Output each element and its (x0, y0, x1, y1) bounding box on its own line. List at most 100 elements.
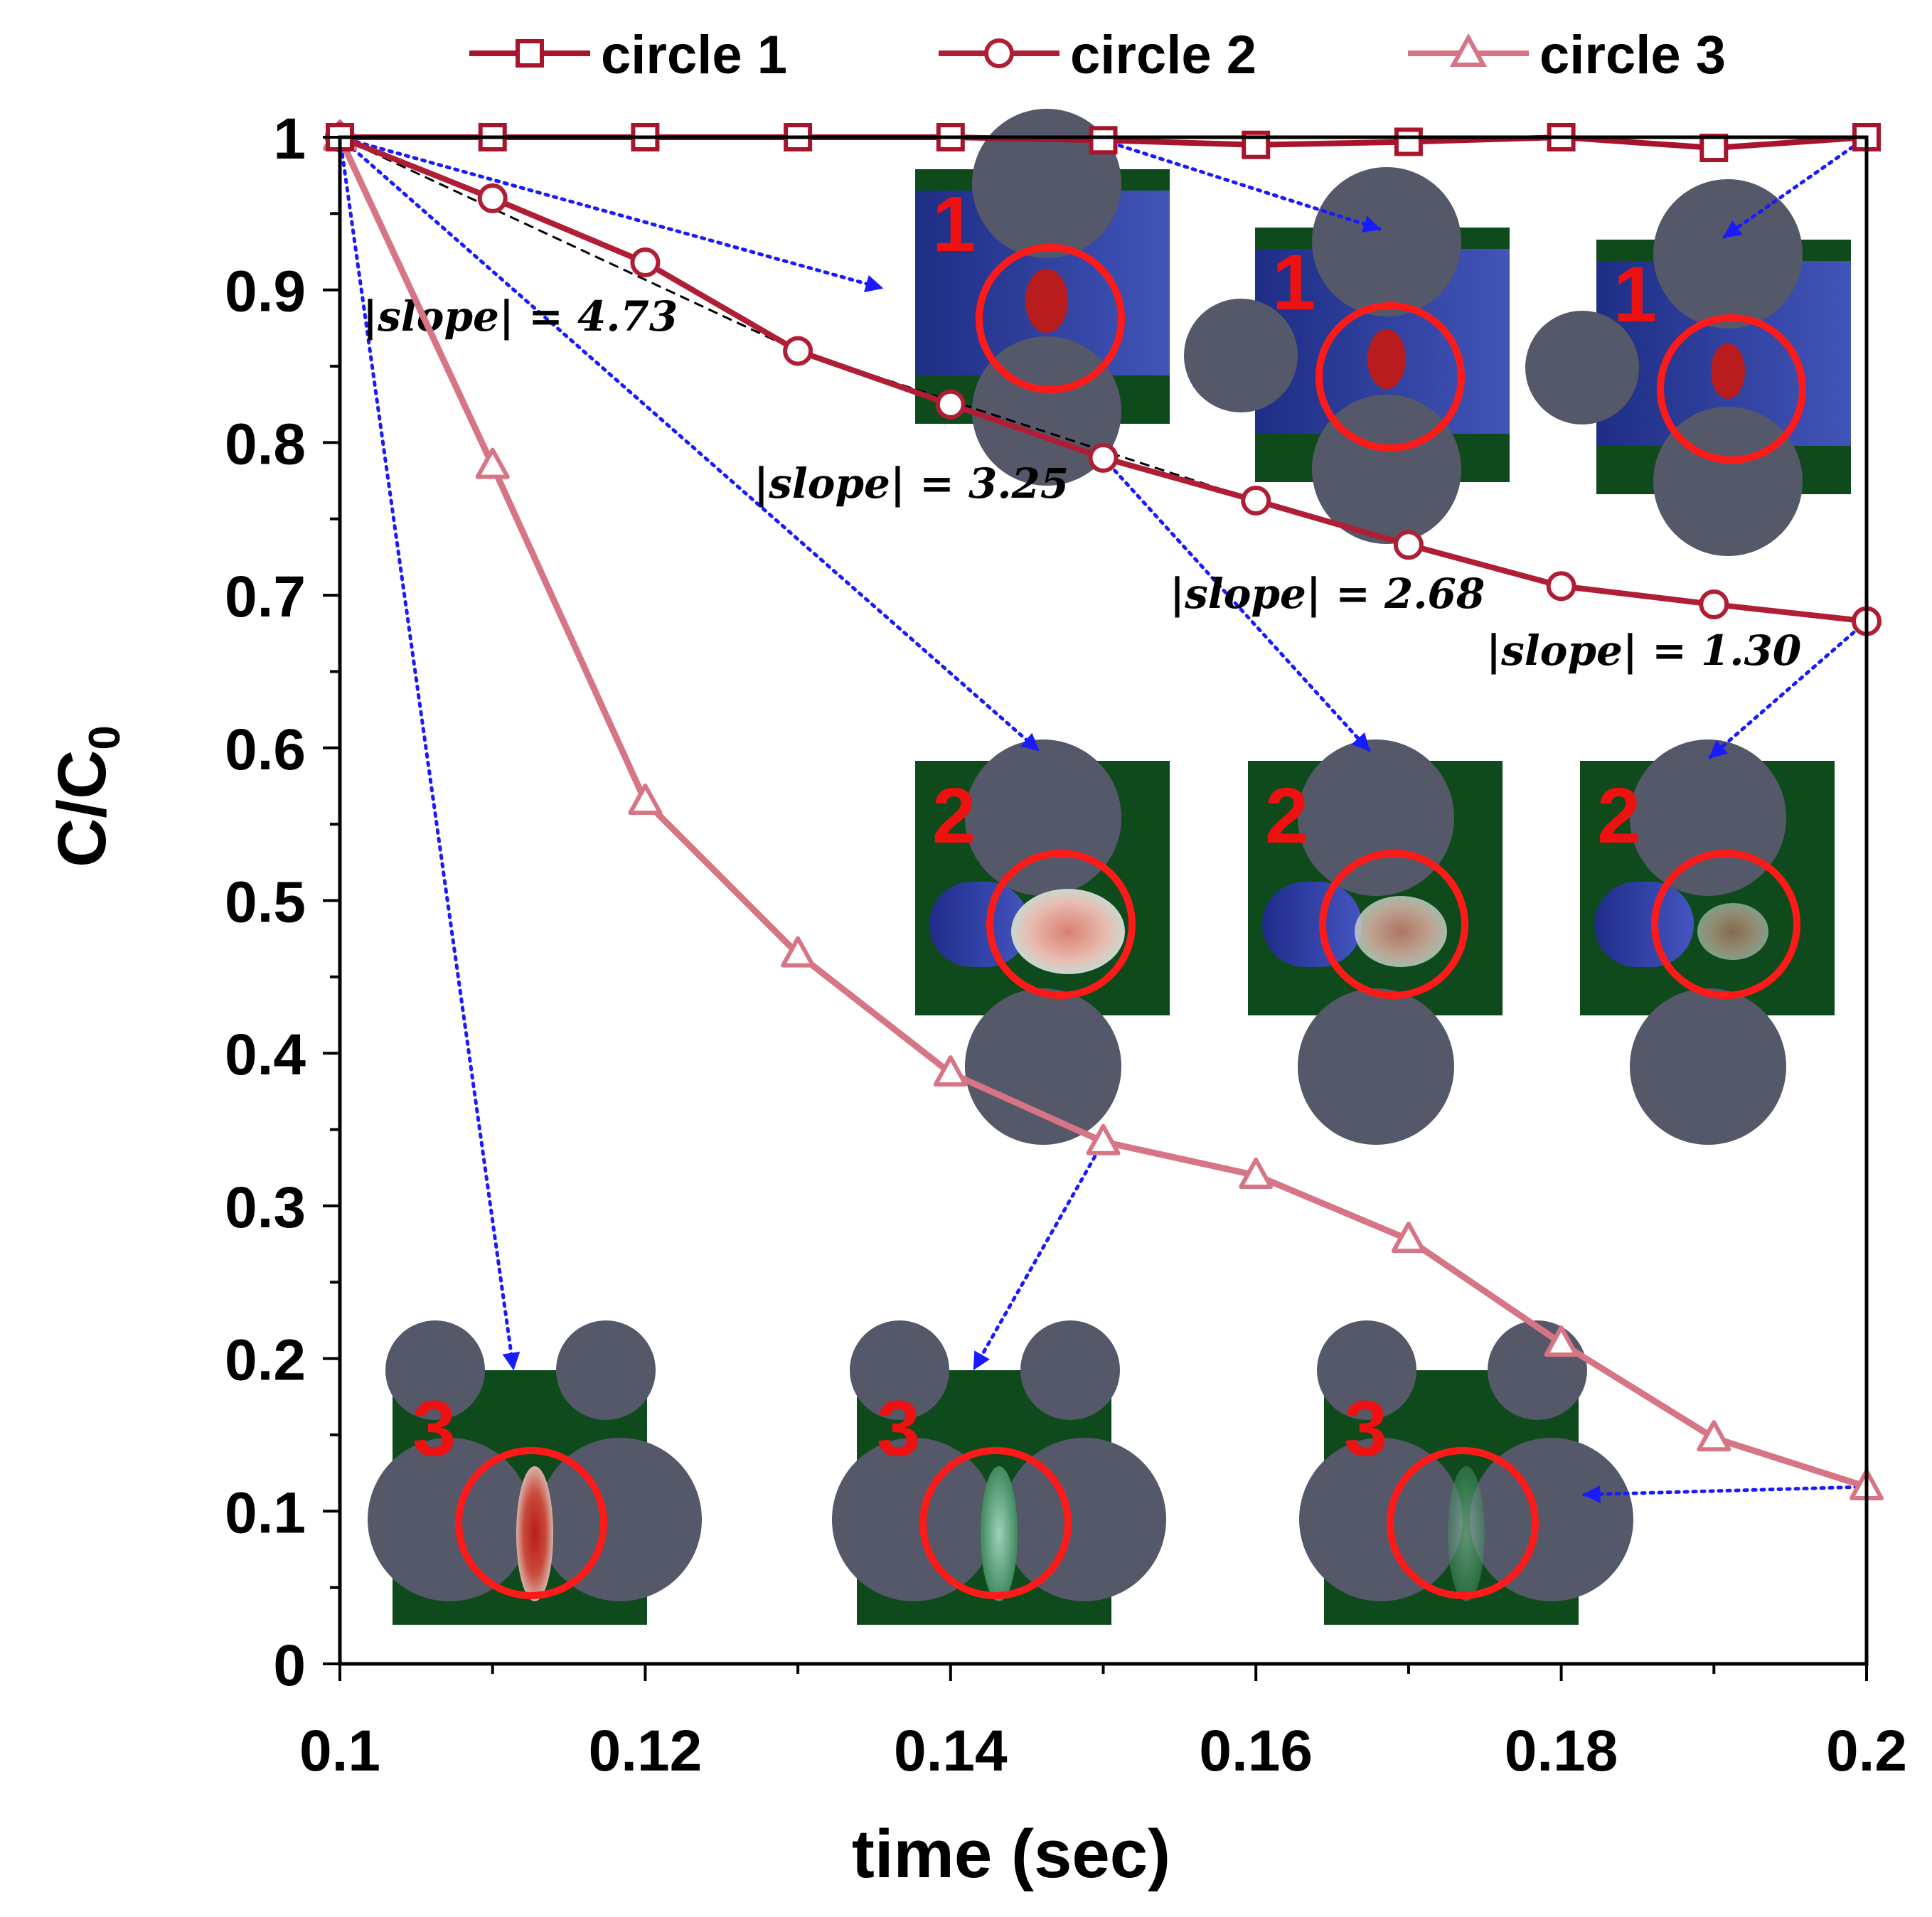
inset-number-label: 1 (932, 181, 976, 268)
pointer-arrow-5 (1101, 456, 1371, 752)
inset-number-label: 2 (932, 772, 976, 860)
inset-grain (965, 988, 1121, 1145)
inset-throat-tracer (516, 1466, 553, 1601)
inset-grain (1630, 988, 1786, 1145)
inset-number-label: 3 (877, 1385, 920, 1473)
legend-label: circle 2 (1070, 25, 1256, 85)
inset-grain (1298, 988, 1454, 1145)
inset-highlight-circle (1315, 302, 1465, 452)
legend-label: circle 3 (1539, 25, 1726, 85)
inset-pink-tracer (1355, 896, 1447, 967)
inset-number-label: 1 (1272, 239, 1315, 326)
y-tick-label: 0 (273, 1633, 306, 1698)
y-tick-label: 1 (273, 107, 306, 171)
legend-marker-circle (984, 38, 1014, 68)
series-circle-2 (325, 122, 1882, 636)
pointer-arrow-3 (1722, 135, 1869, 239)
inset-pointer-arrows (338, 135, 1869, 1503)
y-tick-label: 0.4 (225, 1022, 306, 1087)
data-point-triangle (1086, 1123, 1121, 1155)
data-point-triangle (1239, 1157, 1274, 1189)
x-tick-label: 0.16 (1199, 1719, 1313, 1783)
inset-grain (368, 1438, 531, 1601)
inset-grain (1003, 1438, 1166, 1601)
data-point-triangle (1697, 1420, 1731, 1452)
inset-grain (1317, 1320, 1416, 1420)
data-point-triangle (1544, 1325, 1579, 1357)
inset-8: 3 (832, 1320, 1166, 1625)
y-tick-label: 0.7 (225, 565, 306, 629)
inset-grain (1488, 1320, 1587, 1420)
slope-label-3: |slope| = 2.68 (1170, 570, 1485, 618)
y-axis-title-subscript: 0 (80, 725, 129, 749)
simulation-insets: 1 1 1 2 2 2 3 3 3 (368, 109, 1851, 1625)
inset-grain (538, 1438, 702, 1601)
inset-grain (1184, 299, 1298, 412)
data-point-circle (1088, 442, 1119, 473)
y-tick-label: 0.6 (225, 717, 306, 782)
inset-grain (1312, 167, 1461, 316)
inset-throat-tracer (981, 1466, 1018, 1601)
data-point-square (1394, 127, 1423, 156)
inset-grain (1299, 1438, 1463, 1601)
y-axis-title: C/C0 (44, 725, 129, 867)
inset-pink-tracer (1697, 903, 1768, 960)
inset-5: 2 (1248, 739, 1503, 1145)
data-point-square (1699, 134, 1729, 163)
inset-grain (556, 1320, 656, 1420)
inset-grain (1298, 739, 1454, 896)
inset-highlight-circle (1319, 850, 1468, 999)
x-tick-label: 0.14 (894, 1719, 1008, 1783)
x-axis-title: time (sec) (852, 1816, 1170, 1892)
data-point-triangle (475, 447, 510, 479)
data-point-circle (1393, 530, 1424, 560)
legend-item-1: circle 1 (469, 25, 787, 85)
pointer-arrow-1 (338, 135, 884, 293)
y-tick-label: 0.8 (225, 412, 306, 476)
data-point-circle (935, 389, 966, 420)
inset-blue-tracer (1594, 882, 1694, 967)
inset-grain (385, 1320, 485, 1420)
y-tick-label: 0.1 (225, 1480, 306, 1545)
x-tick-label: 0.12 (589, 1719, 703, 1783)
data-point-circle (783, 336, 813, 366)
data-point-triangle (628, 783, 663, 815)
pointer-arrow-4 (338, 135, 1040, 752)
inset-grain (1653, 179, 1803, 329)
data-point-triangle (781, 936, 816, 968)
inset-9: 3 (1299, 1320, 1633, 1625)
inset-red-tracer (1025, 269, 1068, 333)
data-point-circle (477, 183, 508, 213)
pointer-arrow-6 (1708, 619, 1869, 759)
legend-item-3: circle 3 (1408, 25, 1726, 85)
y-tick-label: 0.5 (225, 870, 306, 935)
pointer-arrow-2 (1101, 138, 1382, 233)
slope-label-1: |slope| = 4.73 (363, 292, 678, 341)
inset-grain (972, 109, 1121, 258)
inset-number-label: 1 (1613, 251, 1657, 338)
pointer-arrow-7 (338, 135, 521, 1371)
inset-7: 3 (368, 1320, 702, 1625)
inset-grain (850, 1320, 949, 1420)
y-tick-label: 0.2 (225, 1328, 306, 1393)
y-tick-label: 0.9 (225, 260, 306, 324)
x-tick-label: 0.18 (1505, 1719, 1618, 1783)
data-point-triangle (933, 1055, 968, 1087)
inset-grain (1020, 1320, 1120, 1420)
slope-arrow-1 (339, 136, 799, 352)
data-point-circle (1546, 571, 1576, 602)
inset-grain (1470, 1438, 1633, 1601)
legend-label: circle 1 (601, 25, 787, 85)
inset-grain (965, 739, 1121, 896)
axes: 0 0.1 0.2 0.3 0.4 0.5 0.6 0.7 0.8 0.9 1 0.1 0.12 0.14… (225, 107, 1907, 1783)
x-tick-label: 0.2 (1826, 1719, 1907, 1783)
inset-grain (1525, 311, 1639, 424)
data-point-circle (1241, 485, 1271, 516)
inset-6: 2 (1580, 739, 1835, 1145)
data-point-circle (1699, 589, 1729, 619)
inset-highlight-circle (455, 1447, 607, 1599)
inset-2: 1 (1184, 167, 1510, 544)
inset-highlight-circle (1651, 850, 1800, 999)
legend-marker-square (516, 39, 544, 68)
